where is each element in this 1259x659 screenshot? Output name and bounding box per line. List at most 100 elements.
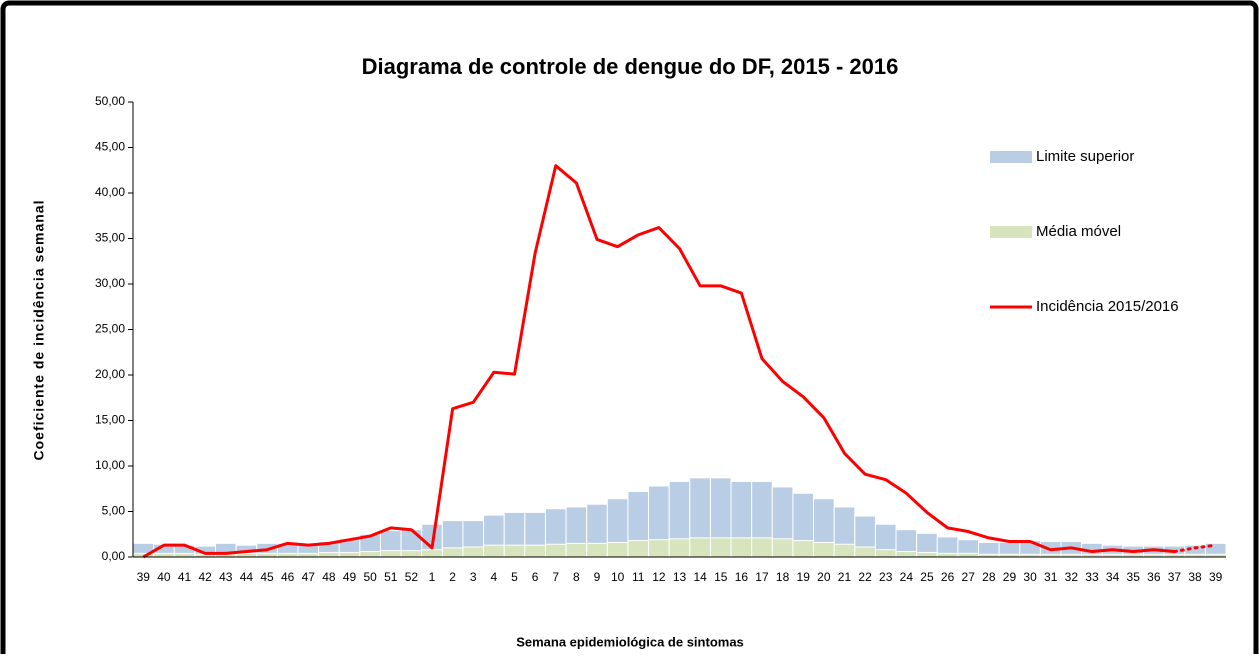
x-tick-label: 48 — [322, 570, 336, 584]
x-tick-label: 49 — [343, 570, 357, 584]
x-tick-label: 38 — [1188, 570, 1202, 584]
bar — [544, 543, 567, 558]
legend-label: Média móvel — [1036, 223, 1121, 240]
x-tick-label: 34 — [1106, 570, 1120, 584]
x-tick-label: 15 — [714, 570, 728, 584]
bar — [874, 549, 897, 558]
x-tick-label: 8 — [573, 570, 580, 584]
bar — [668, 538, 691, 558]
x-tick-label: 25 — [920, 570, 934, 584]
x-tick-label: 29 — [1003, 570, 1017, 584]
x-tick-label: 6 — [532, 570, 539, 584]
x-tick-label: 4 — [491, 570, 498, 584]
bar — [648, 539, 670, 558]
bar — [503, 544, 526, 558]
bar — [173, 552, 196, 558]
x-tick-label: 5 — [511, 570, 518, 584]
y-tick-label: 10,00 — [95, 458, 125, 472]
x-tick-label: 51 — [384, 570, 398, 584]
line — [142, 164, 1175, 559]
bar — [441, 547, 464, 558]
bar — [751, 537, 773, 558]
x-tick-label: 33 — [1085, 570, 1099, 584]
legend-label: Incidência 2015/2016 — [1036, 298, 1179, 315]
legend-label: Limite superior — [1036, 148, 1134, 165]
bar — [813, 541, 835, 558]
x-axis-title: Semana epidemiológica de sintomas — [516, 634, 744, 649]
x-tick-label: 24 — [900, 570, 914, 584]
x-tick-label: 41 — [178, 570, 192, 584]
x-tick-label: 1 — [429, 570, 436, 584]
x-tick-label: 36 — [1147, 570, 1161, 584]
bar — [421, 549, 443, 558]
bar — [627, 540, 650, 558]
bar — [792, 540, 815, 558]
y-tick-label: 20,00 — [95, 367, 125, 381]
bar — [379, 550, 402, 558]
line — [1172, 543, 1218, 554]
x-tick-label: 7 — [552, 570, 559, 584]
x-tick-label: 14 — [693, 570, 707, 584]
bar — [586, 542, 608, 558]
bar — [235, 552, 258, 558]
y-tick-label: 50,00 — [95, 94, 125, 108]
x-tick-label: 19 — [797, 570, 811, 584]
x-tick-label: 20 — [817, 570, 831, 584]
bar — [256, 552, 278, 558]
bar — [730, 537, 753, 558]
x-tick-label: 2 — [449, 570, 456, 584]
y-tick-label: 30,00 — [95, 276, 125, 290]
x-tick-label: 45 — [260, 570, 274, 584]
x-tick-label: 23 — [879, 570, 893, 584]
bar — [854, 546, 876, 558]
x-tick-label: 28 — [982, 570, 996, 584]
x-tick-label: 31 — [1044, 570, 1058, 584]
bar — [318, 551, 340, 558]
x-tick-label: 22 — [858, 570, 872, 584]
bar — [833, 543, 856, 558]
y-axis-title: Coeficiente de incidência semanal — [31, 200, 47, 461]
x-tick-label: 39 — [1209, 570, 1223, 584]
chart-title: Diagrama de controle de dengue do DF, 20… — [362, 54, 899, 79]
bar — [153, 552, 175, 558]
bar — [916, 551, 938, 558]
bar — [709, 537, 732, 558]
y-tick-label: 40,00 — [95, 185, 125, 199]
bar — [524, 544, 546, 558]
legend-swatch — [990, 226, 1032, 238]
bar — [689, 537, 711, 558]
x-tick-label: 43 — [219, 570, 233, 584]
x-tick-label: 39 — [137, 570, 151, 584]
y-tick-label: 45,00 — [95, 140, 125, 154]
x-tick-label: 35 — [1127, 570, 1141, 584]
y-tick-label: 15,00 — [95, 413, 125, 427]
x-tick-label: 52 — [405, 570, 419, 584]
x-tick-label: 37 — [1168, 570, 1182, 584]
x-tick-label: 21 — [838, 570, 852, 584]
bar — [771, 538, 794, 558]
bar — [936, 552, 959, 558]
x-tick-label: 44 — [240, 570, 254, 584]
bar — [606, 541, 629, 558]
bar — [276, 552, 299, 558]
y-tick-label: 5,00 — [102, 504, 126, 518]
x-tick-label: 10 — [611, 570, 625, 584]
bar — [400, 550, 423, 558]
y-tick-label: 35,00 — [95, 231, 125, 245]
x-tick-label: 9 — [594, 570, 601, 584]
x-tick-label: 12 — [652, 570, 666, 584]
x-tick-label: 40 — [157, 570, 171, 584]
x-tick-label: 42 — [198, 570, 212, 584]
bar — [338, 551, 361, 558]
x-tick-label: 50 — [363, 570, 377, 584]
legend-swatch — [990, 151, 1032, 163]
x-tick-label: 27 — [962, 570, 976, 584]
bar — [297, 552, 320, 558]
x-tick-label: 26 — [941, 570, 955, 584]
bar — [462, 546, 485, 558]
y-tick-label: 25,00 — [95, 322, 125, 336]
bar — [957, 552, 980, 558]
